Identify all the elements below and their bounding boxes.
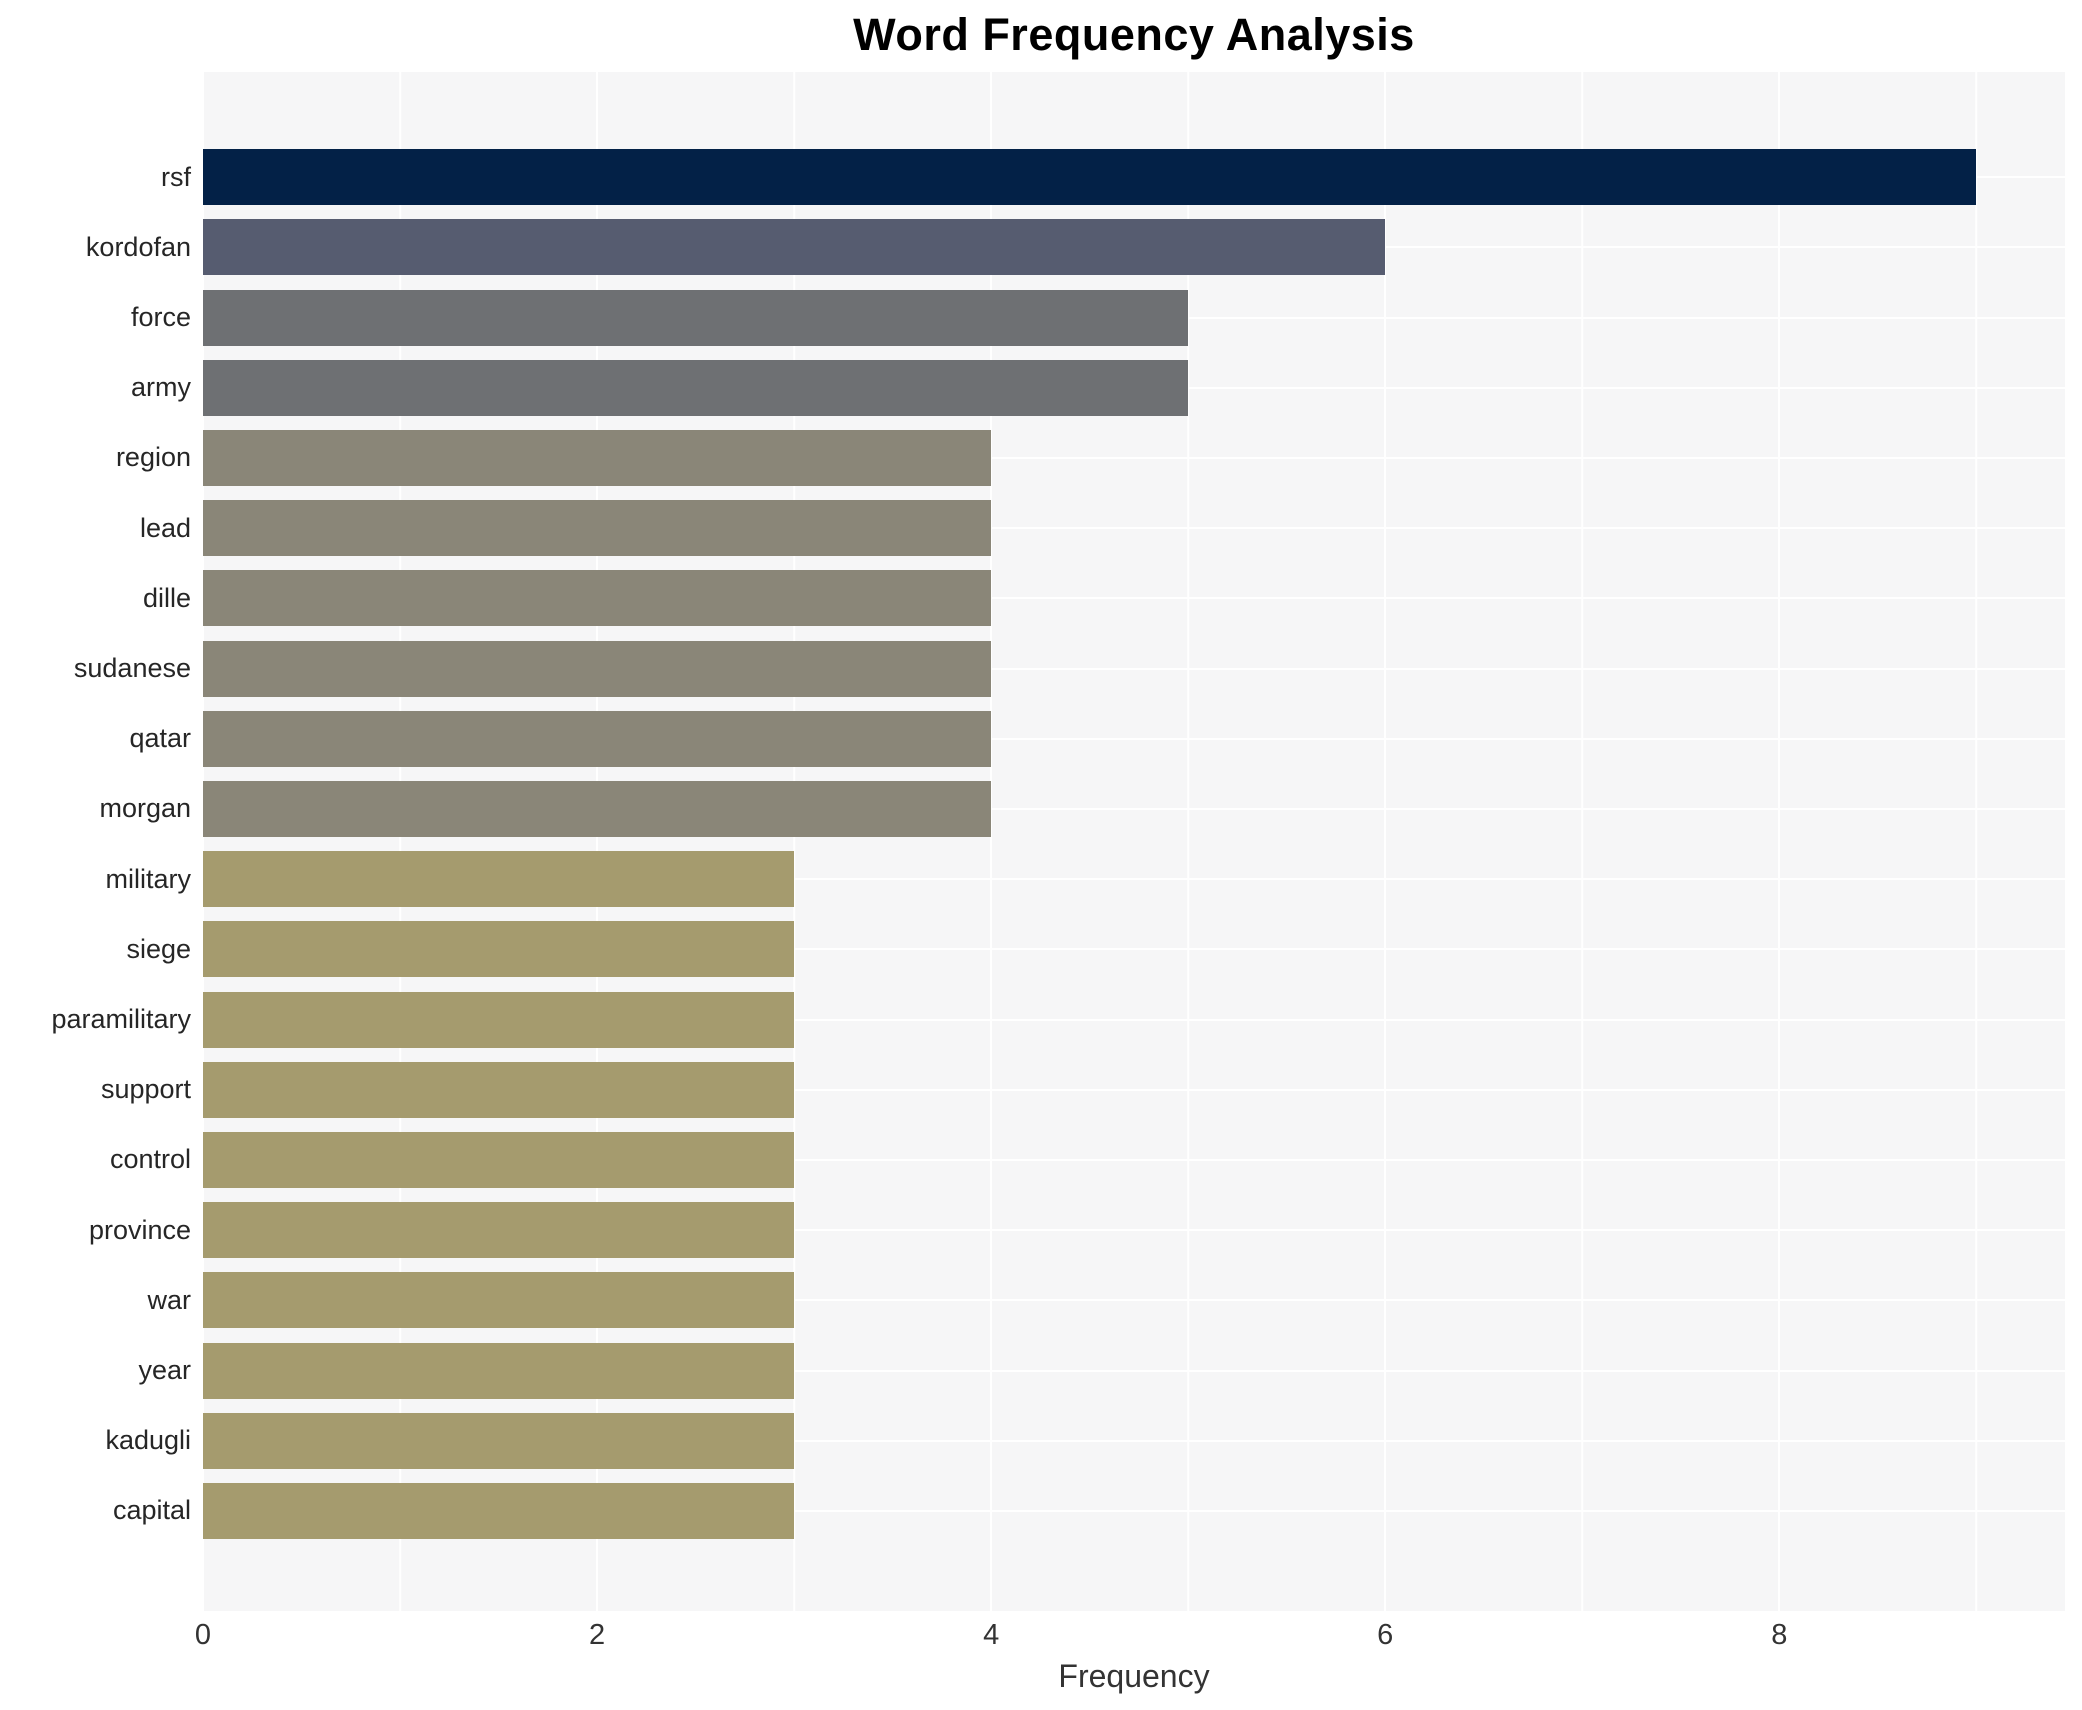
bar-row-control [203,1125,2065,1195]
x-tick-label-2: 2 [588,1619,606,1651]
horizontal-gridline [203,948,2065,951]
bar-row-region [203,423,2065,493]
x-tick-label-6: 6 [1377,1619,1394,1651]
bar-rows [203,72,2065,1611]
bar-row-military [203,844,2065,914]
y-tick-label-province: province [88,1214,191,1245]
y-tick-label-morgan: morgan [99,793,191,824]
bar-row-war [203,1265,2065,1335]
vertical-gridline-4 [990,72,993,1611]
y-tick-label-kadugli: kadugli [105,1425,191,1456]
bar-capital [203,1482,795,1539]
horizontal-gridline [203,456,2065,459]
x-axis-title: Frequency [1058,1658,1210,1694]
y-tick-label-army: army [131,372,191,403]
horizontal-gridline [203,597,2065,600]
bar-support [203,1061,795,1118]
bar-year [203,1342,795,1399]
bar-military [203,851,795,908]
bar-row-paramilitary [203,984,2065,1054]
horizontal-gridline [203,1439,2065,1442]
horizontal-gridline [203,527,2065,530]
x-tick-label-8: 8 [1771,1619,1788,1651]
bar-qatar [203,710,992,767]
vertical-gridline-9 [1975,72,1978,1611]
horizontal-gridline [203,667,2065,670]
bar-lead [203,500,992,557]
bar-morgan [203,780,992,837]
bar-row-rsf [203,142,2065,212]
bar-row-army [203,353,2065,423]
y-tick-label-paramilitary: paramilitary [51,1004,191,1035]
y-tick-label-support: support [100,1074,191,1105]
vertical-gridline-6 [1384,72,1387,1611]
chart-title: Word Frequency Analysis [853,9,1415,60]
horizontal-gridline [203,807,2065,810]
horizontal-gridline [203,1509,2065,1512]
y-tick-label-sudanese: sudanese [73,653,191,684]
y-tick-label-force: force [130,302,191,332]
y-tick-label-region: region [115,442,191,473]
y-tick-label-rsf: rsf [161,161,191,192]
vertical-gridline-1 [399,72,401,1611]
bar-control [203,1131,795,1188]
y-tick-label-military: military [105,863,192,894]
horizontal-gridline [203,737,2065,740]
x-tick-label-0: 0 [194,1619,212,1651]
y-tick-label-lead: lead [139,512,191,543]
horizontal-gridline [203,1369,2065,1372]
y-tick-label-capital: capital [112,1495,191,1526]
vertical-gridline-5 [1187,72,1189,1611]
bar-province [203,1202,795,1259]
bar-dille [203,570,992,627]
y-axis-label-column: rsf kordofan force army region lead dille sudan… [0,72,191,1611]
bar-row-siege [203,914,2065,984]
bar-row-qatar [203,704,2065,774]
y-tick-label-war: war [147,1284,191,1315]
y-tick-label-dille: dille [142,582,191,613]
bar-row-morgan [203,774,2065,844]
y-tick-label-kordofan: kordofan [85,231,191,262]
bar-row-province [203,1195,2065,1265]
bar-row-capital [203,1476,2065,1546]
y-tick-label-year: year [138,1355,191,1386]
y-tick-label-siege: siege [126,933,191,964]
bar-row-force [203,282,2065,352]
bar-rsf [203,149,1977,206]
vertical-gridline-7 [1581,72,1583,1611]
horizontal-gridline [203,1158,2065,1161]
bar-force [203,289,1189,346]
bar-row-lead [203,493,2065,563]
x-axis-tick-labels: 0 2 4 6 8 [195,1619,2065,1659]
vertical-gridline-0 [203,72,204,1611]
bar-row-year [203,1335,2065,1405]
bar-army [203,359,1189,416]
bar-sudanese [203,640,992,697]
bar-kadugli [203,1412,795,1469]
bar-row-sudanese [203,633,2065,703]
bar-row-kadugli [203,1406,2065,1476]
bar-row-kordofan [203,212,2065,282]
vertical-gridline-2 [596,72,599,1611]
horizontal-gridline [203,1088,2065,1091]
vertical-gridline-3 [793,72,795,1611]
horizontal-gridline [203,1229,2065,1232]
horizontal-gridline [203,1299,2065,1302]
horizontal-gridline [203,878,2065,881]
horizontal-gridline [203,1018,2065,1021]
vertical-gridline-8 [1778,72,1781,1611]
y-tick-label-control: control [109,1144,191,1175]
bar-row-dille [203,563,2065,633]
bar-row-support [203,1055,2065,1125]
bar-paramilitary [203,991,795,1048]
y-tick-label-qatar: qatar [129,723,191,754]
bar-siege [203,921,795,978]
plot-panel [203,72,2065,1611]
bar-war [203,1272,795,1329]
x-tick-label-4: 4 [983,1619,1000,1651]
bar-region [203,429,992,486]
bar-kordofan [203,219,1386,276]
